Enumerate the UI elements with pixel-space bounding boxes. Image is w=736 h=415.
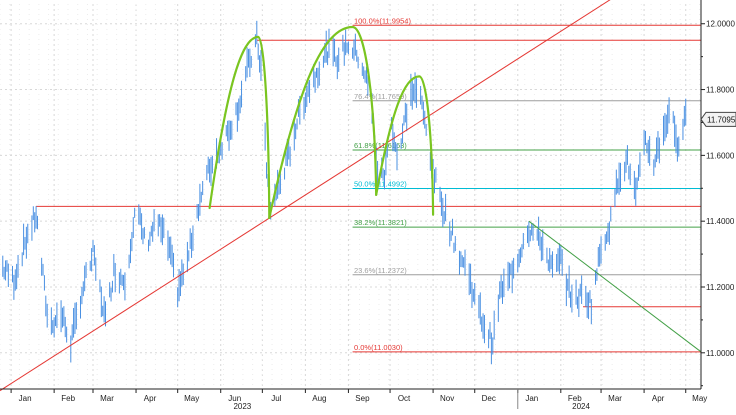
x-tick-label: Feb	[61, 394, 75, 403]
fibonacci-levels: 100.0%(11.9954) 76.4%(11.7659) 61.8%(11.61…	[352, 16, 701, 353]
x-tick-label: May	[692, 394, 707, 403]
x-tick-label: Dec	[482, 394, 496, 403]
fibonacci-label: 23.6%(11.2372)	[354, 266, 407, 275]
fibonacci-label: 0.0%(11.0030)	[354, 343, 403, 352]
y-tick-label: 11.2000	[706, 283, 735, 292]
x-tick-label: Apr	[652, 394, 665, 403]
year-label: 2023	[233, 402, 251, 410]
x-tick-label: Oct	[398, 394, 411, 403]
x-tick-label: Sep	[355, 394, 370, 403]
x-tick-label: Apr	[144, 394, 157, 403]
x-tick-label: Jan	[19, 394, 32, 403]
fibonacci-label: 50.0%(11.4992)	[354, 180, 407, 189]
y-tick-label: 11.4000	[706, 217, 735, 226]
x-tick-label: Jul	[271, 394, 281, 403]
x-tick-label: Nov	[440, 394, 454, 403]
arcs	[208, 25, 435, 219]
price-series	[2, 20, 687, 365]
x-tick-label: May	[184, 394, 199, 403]
last-price-box	[700, 111, 736, 127]
y-tick-label: 11.8000	[706, 86, 735, 95]
trendline	[0, 0, 611, 392]
last-price-tag: 11.7095	[700, 111, 736, 127]
arc-curve	[375, 75, 435, 216]
arc-curve	[268, 25, 378, 219]
fibonacci-label: 100.0%(11.9954)	[354, 16, 411, 25]
arc-curve	[208, 35, 271, 219]
x-tick-label: Jun	[228, 394, 241, 403]
trendline	[528, 220, 702, 353]
trendlines	[0, 0, 702, 392]
last-price-label: 11.7095	[707, 115, 736, 124]
x-tick-label: Mar	[608, 394, 622, 403]
x-tick-label: Jan	[525, 394, 538, 403]
x-tick-label: Mar	[100, 394, 114, 403]
y-tick-label: 11.6000	[706, 151, 735, 160]
y-tick-label: 12.0000	[706, 20, 735, 29]
fibonacci-label: 61.8%(11.6163)	[354, 141, 407, 150]
grid	[0, 4, 701, 389]
x-tick-label: Feb	[568, 394, 582, 403]
fibonacci-label: 38.2%(11.3821)	[354, 218, 407, 227]
y-tick-label: 11.0000	[706, 349, 735, 358]
year-label: 2024	[572, 402, 590, 410]
x-tick-label: Aug	[312, 394, 326, 403]
fibonacci-label: 76.4%(11.7659)	[354, 92, 407, 101]
